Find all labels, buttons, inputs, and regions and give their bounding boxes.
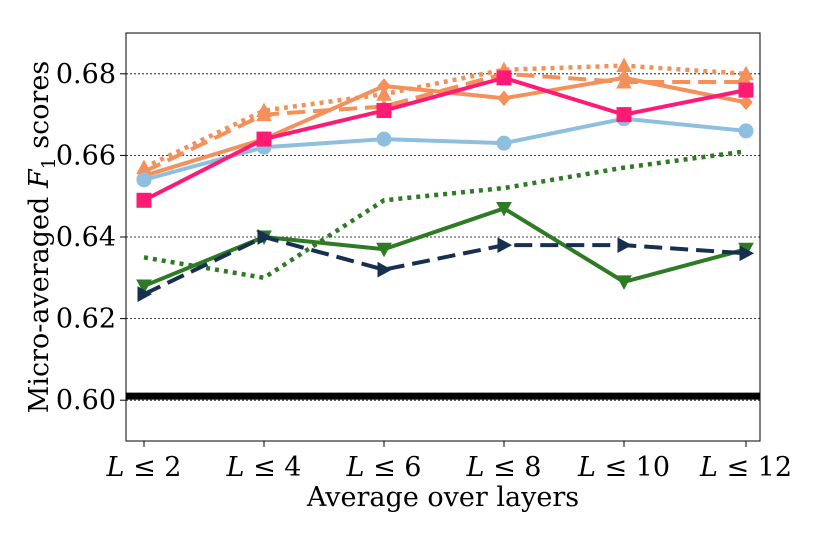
series-group	[136, 57, 755, 302]
orange-dashed-triangle-up-point	[256, 106, 272, 122]
pink-solid-square-point	[496, 70, 512, 86]
blue-solid-circle-point	[496, 135, 512, 151]
y-axis-label-sub: 1	[38, 157, 60, 169]
x-tick-label: L ≤ 2	[106, 452, 182, 483]
green-solid-triangle-down-point	[376, 242, 392, 258]
blue-solid-circle-point	[738, 123, 754, 139]
orange-solid-diamond-point	[377, 78, 391, 94]
y-axis-label-var: F	[24, 168, 55, 189]
x-tick-label: L ≤ 8	[466, 452, 542, 483]
y-axis-label-pre: Micro-averaged	[24, 188, 55, 413]
pink-solid-square-point	[136, 192, 152, 208]
orange-solid-diamond-point	[617, 70, 631, 86]
x-tick-label: L ≤ 12	[699, 452, 792, 483]
green-solid-triangle-down-point	[616, 275, 632, 290]
green-solid-triangle-down-point	[136, 279, 152, 295]
series-line-orange-dashed-triangle-up	[143, 71, 746, 174]
series-line-navy-dashed-triangle-right	[143, 235, 747, 296]
x-axis-ticks: L ≤ 2 L ≤ 4 L ≤ 6 L ≤ 8 L ≤ 10 L ≤ 12	[106, 441, 792, 483]
orange-dotted-triangle-up-point	[616, 57, 632, 73]
y-tick-label: 0.60	[56, 385, 116, 416]
series-orange-solid-diamond	[137, 70, 753, 184]
navy-dashed-triangle-right-point	[257, 229, 273, 245]
navy-dashed-triangle-right-point	[617, 237, 633, 253]
series-navy-dashed-triangle-right	[137, 229, 755, 302]
series-line-orange-dotted-triangle-up	[143, 63, 747, 170]
series-line-pink-solid-square	[143, 75, 747, 203]
pink-solid-square-point	[616, 107, 632, 123]
pink-solid-square-point	[376, 103, 392, 119]
navy-dashed-triangle-right-point	[137, 286, 153, 302]
y-axis-label-post: scores	[24, 61, 55, 158]
y-tick-label: 0.62	[56, 304, 116, 335]
orange-solid-diamond-point	[497, 90, 511, 107]
series-green-dotted	[143, 149, 747, 281]
pink-solid-square-point	[256, 131, 272, 147]
y-tick-label: 0.64	[56, 222, 116, 253]
series-pink-solid-square	[136, 70, 754, 208]
y-tick-label: 0.66	[56, 140, 116, 171]
navy-dashed-triangle-right-point	[377, 261, 393, 278]
x-tick-label: L ≤ 4	[226, 452, 302, 483]
green-solid-triangle-down-point	[496, 201, 512, 217]
x-tick-label: L ≤ 6	[346, 452, 422, 483]
series-line-blue-solid-circle	[143, 116, 747, 182]
x-tick-label: L ≤ 10	[577, 452, 670, 483]
pink-solid-square-point	[738, 82, 754, 98]
y-axis-ticks: 0.60 0.62 0.64 0.66 0.68	[56, 59, 126, 416]
series-line-green-dotted	[143, 149, 747, 281]
navy-dashed-triangle-right-point	[497, 237, 513, 253]
y-tick-label: 0.68	[56, 59, 116, 90]
orange-solid-diamond-point	[739, 94, 753, 111]
series-blue-solid-circle	[136, 111, 754, 188]
blue-solid-circle-point	[136, 172, 152, 188]
y-axis-label: Micro-averaged F1 scores	[24, 61, 60, 414]
blue-solid-circle-point	[376, 131, 392, 147]
navy-dashed-triangle-right-point	[739, 245, 755, 262]
x-axis-label: Average over layers	[306, 482, 579, 513]
